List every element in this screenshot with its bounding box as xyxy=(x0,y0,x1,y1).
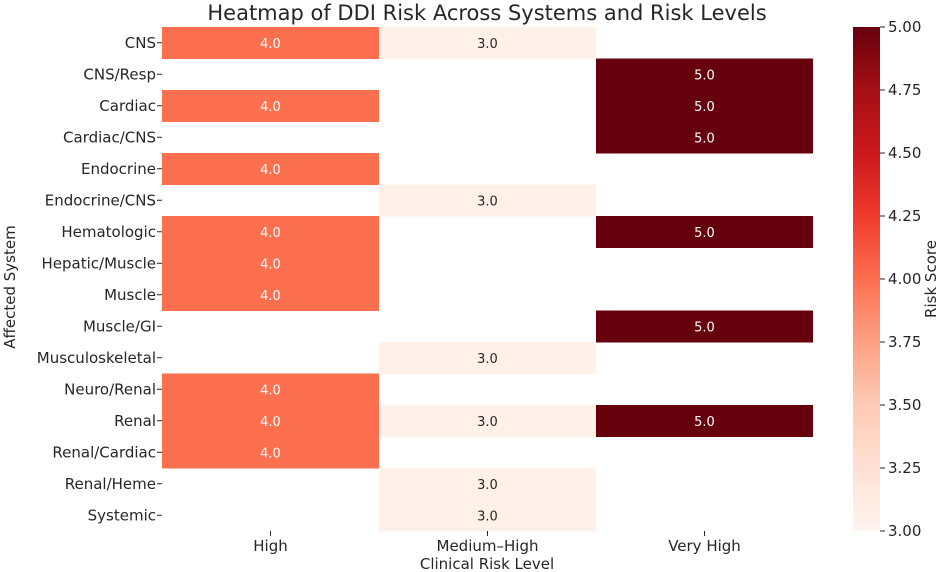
heatmap-cell xyxy=(162,216,379,248)
heatmap-cell xyxy=(162,247,379,280)
heatmap-cell xyxy=(596,121,813,154)
y-tick-label: Endocrine/CNS xyxy=(45,191,156,209)
heatmap-cell xyxy=(162,153,379,185)
x-tick-label: Medium–High xyxy=(437,537,539,555)
heatmap-cell xyxy=(379,499,596,532)
heatmap-cell xyxy=(596,405,813,437)
colorbar-tick-label: 3.25 xyxy=(888,459,921,477)
cell-value-label: 4.0 xyxy=(260,163,281,178)
colorbar-tick-label: 5.00 xyxy=(888,18,921,36)
cell-value-label: 4.0 xyxy=(260,289,281,304)
heatmap-cell xyxy=(379,27,596,59)
cell-value-label: 3.0 xyxy=(477,352,498,367)
cell-value-label: 3.0 xyxy=(477,478,498,493)
colorbar-tick-label: 4.00 xyxy=(888,270,921,288)
colorbar-tick-label: 3.00 xyxy=(888,522,921,540)
colorbar-ticks: 3.00 3.25 3.50 3.75 4.00 4.25 4.50 4.75 5.00 xyxy=(880,18,921,540)
heatmap-cell xyxy=(596,216,813,248)
y-tick-label: Cardiac xyxy=(99,97,156,115)
heatmap-cell xyxy=(162,405,379,437)
y-tick-label: Musculoskeletal xyxy=(37,349,156,367)
y-tick-label: Renal xyxy=(114,412,156,430)
heatmap-cell xyxy=(596,58,813,91)
y-tick-label: Hematologic xyxy=(61,223,156,241)
heatmap-cell xyxy=(379,405,596,437)
y-tick-label: Renal/Cardiac xyxy=(52,443,156,461)
cell-value-label: 5.0 xyxy=(694,100,715,115)
cell-value-label: 4.0 xyxy=(260,100,281,115)
cell-value-label: 4.0 xyxy=(260,226,281,241)
heatmap-cell xyxy=(162,90,379,122)
heatmap-cell xyxy=(162,27,379,59)
colorbar-tick-label: 3.75 xyxy=(888,333,921,351)
colorbar-tick-label: 4.25 xyxy=(888,207,921,225)
cell-value-label: 3.0 xyxy=(477,509,498,524)
colorbar-tick-label: 4.75 xyxy=(888,81,921,99)
y-tick-label: Endocrine xyxy=(81,160,156,178)
y-tick-label: Cardiac/CNS xyxy=(63,128,156,146)
colorbar-tick-label: 4.50 xyxy=(888,144,921,162)
y-tick-label: Systemic xyxy=(88,506,156,524)
x-axis-label: Clinical Risk Level xyxy=(420,555,554,572)
y-tick-label: Muscle xyxy=(104,286,156,304)
cell-value-label: 4.0 xyxy=(260,415,281,430)
y-axis-tick-labels: CNS CNS/Resp Cardiac Cardiac/CNS Endocrine En… xyxy=(37,34,162,524)
cell-value-label: 4.0 xyxy=(260,446,281,461)
chart-title: Heatmap of DDI Risk Across Systems and R… xyxy=(207,1,766,25)
heatmap-cell xyxy=(596,310,813,343)
y-tick-label: CNS xyxy=(125,34,156,52)
cell-value-label: 5.0 xyxy=(694,68,715,83)
y-tick-label: Renal/Heme xyxy=(65,475,156,493)
cell-value-label: 5.0 xyxy=(694,226,715,241)
heatmap-cell xyxy=(379,468,596,500)
y-tick-label: Hepatic/Muscle xyxy=(42,254,156,272)
y-tick-label: CNS/Resp xyxy=(83,65,156,83)
cell-value-label: 4.0 xyxy=(260,37,281,52)
heatmap-cell xyxy=(162,279,379,311)
heatmap-cell xyxy=(162,373,379,406)
cell-value-label: 3.0 xyxy=(477,415,498,430)
heatmap-cells: 4.0 3.0 5.0 4.0 5.0 5.0 4.0 3.0 4.0 5.0 4.0 4.0 5.0 3… xyxy=(162,27,813,532)
heatmap-cell xyxy=(596,90,813,122)
y-tick-label: Neuro/Renal xyxy=(64,380,156,398)
cell-value-label: 5.0 xyxy=(694,131,715,146)
cell-value-label: 5.0 xyxy=(694,415,715,430)
colorbar-tick-label: 3.50 xyxy=(888,396,921,414)
cell-value-label: 3.0 xyxy=(477,37,498,52)
cell-value-label: 4.0 xyxy=(260,257,281,272)
colorbar xyxy=(853,27,880,531)
x-tick-label: High xyxy=(253,537,287,555)
y-tick-label: Muscle/GI xyxy=(83,317,156,335)
cell-value-label: 5.0 xyxy=(694,320,715,335)
heatmap-cell xyxy=(379,184,596,217)
x-axis-tick-labels: High Medium–High Very High xyxy=(253,531,741,555)
heatmap-cell xyxy=(379,342,596,374)
heatmap-cell xyxy=(162,436,379,469)
cell-value-label: 3.0 xyxy=(477,194,498,209)
colorbar-label: Risk Score xyxy=(922,240,940,318)
cell-value-label: 4.0 xyxy=(260,383,281,398)
x-tick-label: Very High xyxy=(668,537,741,555)
y-axis-label: Affected System xyxy=(1,225,19,348)
